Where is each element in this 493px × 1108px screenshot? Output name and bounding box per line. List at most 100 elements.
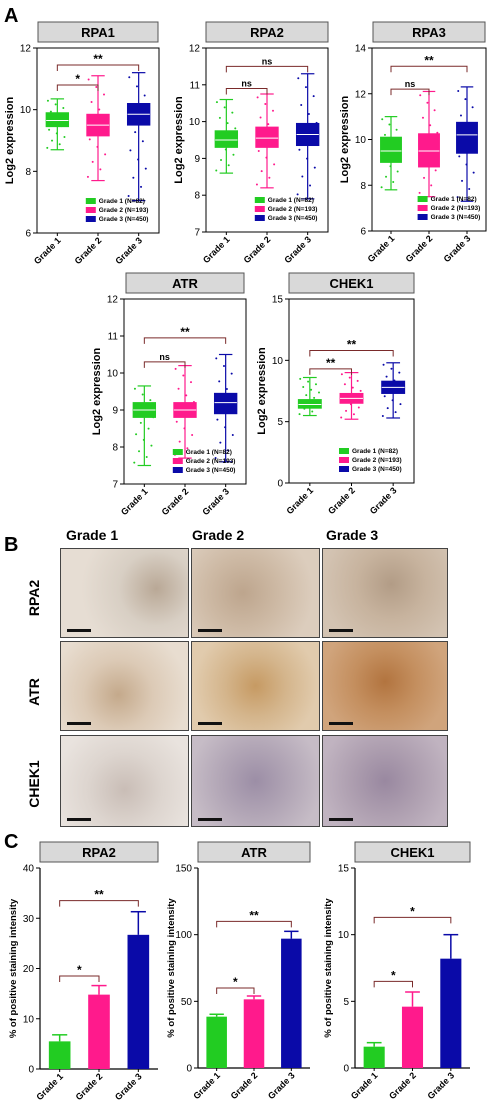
y-axis-label: % of positive staining intensity [8, 898, 19, 1038]
box [45, 112, 70, 128]
data-point [465, 163, 468, 166]
data-point [391, 399, 394, 402]
data-point [383, 133, 386, 136]
y-tick-label: 7 [194, 228, 200, 239]
bar [281, 938, 302, 1068]
data-point [90, 100, 93, 103]
data-point [296, 193, 299, 196]
legend-swatch [254, 206, 265, 212]
y-tick-label: 9 [194, 154, 200, 165]
ihc-col-label-grade3: Grade 3 [326, 527, 379, 543]
data-point [48, 128, 51, 131]
data-point [267, 123, 270, 126]
legend-swatch [254, 197, 265, 203]
data-point [311, 410, 314, 413]
x-tick-label: Grade 1 [284, 485, 315, 516]
panel-letter-c: C [4, 831, 18, 853]
data-point [150, 444, 153, 447]
significance-label: ** [94, 888, 104, 902]
data-point [138, 450, 141, 453]
data-point [51, 139, 54, 142]
y-tick-label: 8 [194, 191, 200, 202]
significance-bracket [309, 368, 352, 375]
x-tick-label: Grade 3 [266, 1070, 297, 1101]
scale-bar [198, 818, 222, 821]
data-point [382, 363, 385, 366]
y-tick-label: 6 [360, 227, 366, 238]
data-point [191, 433, 194, 436]
data-point [268, 176, 271, 179]
chart-title: ATR [172, 276, 198, 291]
x-tick-label: Grade 1 [32, 235, 63, 266]
y-tick-label: 11 [190, 80, 201, 91]
y-tick-label: 12 [107, 295, 119, 306]
data-point [306, 157, 309, 160]
legend-swatch [85, 207, 96, 213]
ihc-image-chek1-grade3 [322, 735, 448, 827]
chart-title-box [37, 21, 159, 43]
legend-label: Grade 1 (N=82) [352, 448, 398, 455]
data-point [390, 367, 393, 370]
y-axis-label: Log2 expression [4, 97, 16, 185]
data-point [423, 176, 426, 179]
data-point [298, 413, 301, 416]
chart-title-box [125, 272, 245, 294]
data-point [224, 426, 227, 429]
significance-label: * [75, 72, 80, 86]
data-point [304, 86, 307, 89]
legend-swatch [85, 198, 96, 204]
chart-atr: ATR 7 8 9 10 11 12 Log2 expression Grade 1 Grade … [91, 272, 247, 517]
y-tick-label: 50 [181, 997, 193, 1008]
y-tick-label: 0 [343, 1064, 349, 1075]
ihc-image-rpa2-grade1 [60, 548, 189, 638]
data-point [219, 441, 222, 444]
significance-bracket [216, 920, 292, 928]
legend-label: Grade 2 (N=193) [352, 457, 402, 464]
data-point [222, 364, 225, 367]
box [297, 399, 322, 409]
panel-letter-b: B [4, 534, 18, 556]
data-point [340, 416, 343, 419]
data-point [91, 160, 94, 163]
x-tick-label: Grade 2 [404, 233, 435, 264]
legend-swatch [172, 449, 183, 455]
y-tick-label: 0 [186, 1064, 192, 1075]
y-axis-label: Log2 expression [256, 347, 268, 435]
data-point [433, 109, 436, 112]
chart-title: RPA2 [250, 25, 284, 40]
data-point [218, 116, 221, 119]
chart-title: RPA2 [82, 845, 116, 860]
box [418, 133, 440, 168]
data-point [388, 123, 391, 126]
data-point [385, 175, 388, 178]
data-point [343, 383, 346, 386]
data-point [468, 188, 471, 191]
data-point [396, 170, 399, 173]
data-point [348, 376, 351, 379]
chart-title: ATR [241, 845, 267, 860]
data-point [298, 148, 301, 151]
bar [401, 1006, 424, 1068]
legend-label: Grade 3 (N=450) [99, 216, 149, 223]
y-tick-label: 10 [23, 1014, 35, 1025]
y-tick-label: 10 [338, 930, 350, 941]
data-point [231, 433, 234, 436]
legend-label: Grade 1 (N=82) [99, 198, 145, 205]
significance-label: ** [93, 52, 103, 66]
data-point [133, 461, 136, 464]
data-point [147, 427, 150, 430]
ihc-image-chek1-grade1 [60, 735, 189, 827]
significance-bracket [373, 916, 452, 924]
y-tick-label: 0 [28, 1065, 34, 1076]
data-point [271, 109, 274, 112]
x-tick-label: Grade 3 [113, 1071, 144, 1102]
data-point [134, 131, 137, 134]
significance-bracket [225, 87, 268, 95]
data-point [215, 101, 218, 104]
data-point [142, 438, 145, 441]
y-tick-label: 150 [175, 864, 192, 875]
data-point [273, 163, 276, 166]
significance-bracket [216, 987, 255, 994]
significance-bracket [143, 361, 186, 368]
significance-label: ** [424, 53, 434, 67]
